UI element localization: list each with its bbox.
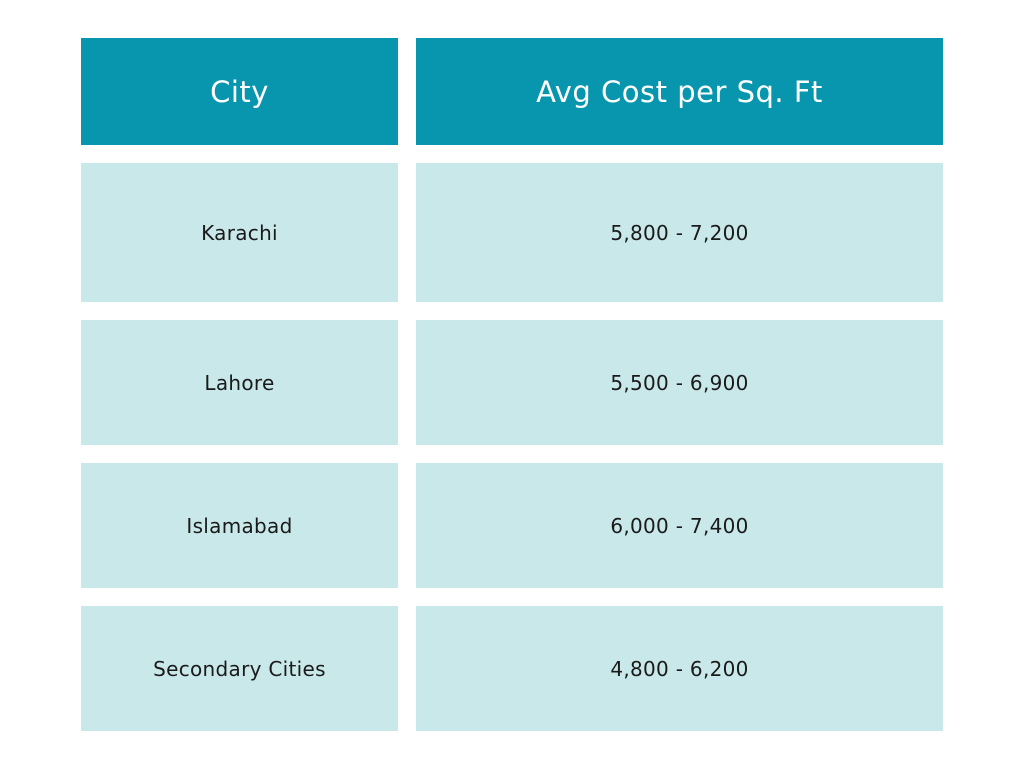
cost-table: City Avg Cost per Sq. Ft Karachi 5,800 -…	[81, 38, 943, 731]
header-city: City	[81, 38, 398, 145]
cost-cell: 6,000 - 7,400	[416, 463, 943, 588]
city-cell: Islamabad	[81, 463, 398, 588]
table-row: Secondary Cities 4,800 - 6,200	[81, 606, 943, 731]
city-cell: Karachi	[81, 163, 398, 302]
cost-cell: 5,500 - 6,900	[416, 320, 943, 445]
table-row: Lahore 5,500 - 6,900	[81, 320, 943, 445]
cost-cell: 4,800 - 6,200	[416, 606, 943, 731]
city-cell: Secondary Cities	[81, 606, 398, 731]
cost-cell: 5,800 - 7,200	[416, 163, 943, 302]
table-row: Karachi 5,800 - 7,200	[81, 163, 943, 302]
city-cell: Lahore	[81, 320, 398, 445]
table-header-row: City Avg Cost per Sq. Ft	[81, 38, 943, 145]
header-avg-cost: Avg Cost per Sq. Ft	[416, 38, 943, 145]
table-row: Islamabad 6,000 - 7,400	[81, 463, 943, 588]
